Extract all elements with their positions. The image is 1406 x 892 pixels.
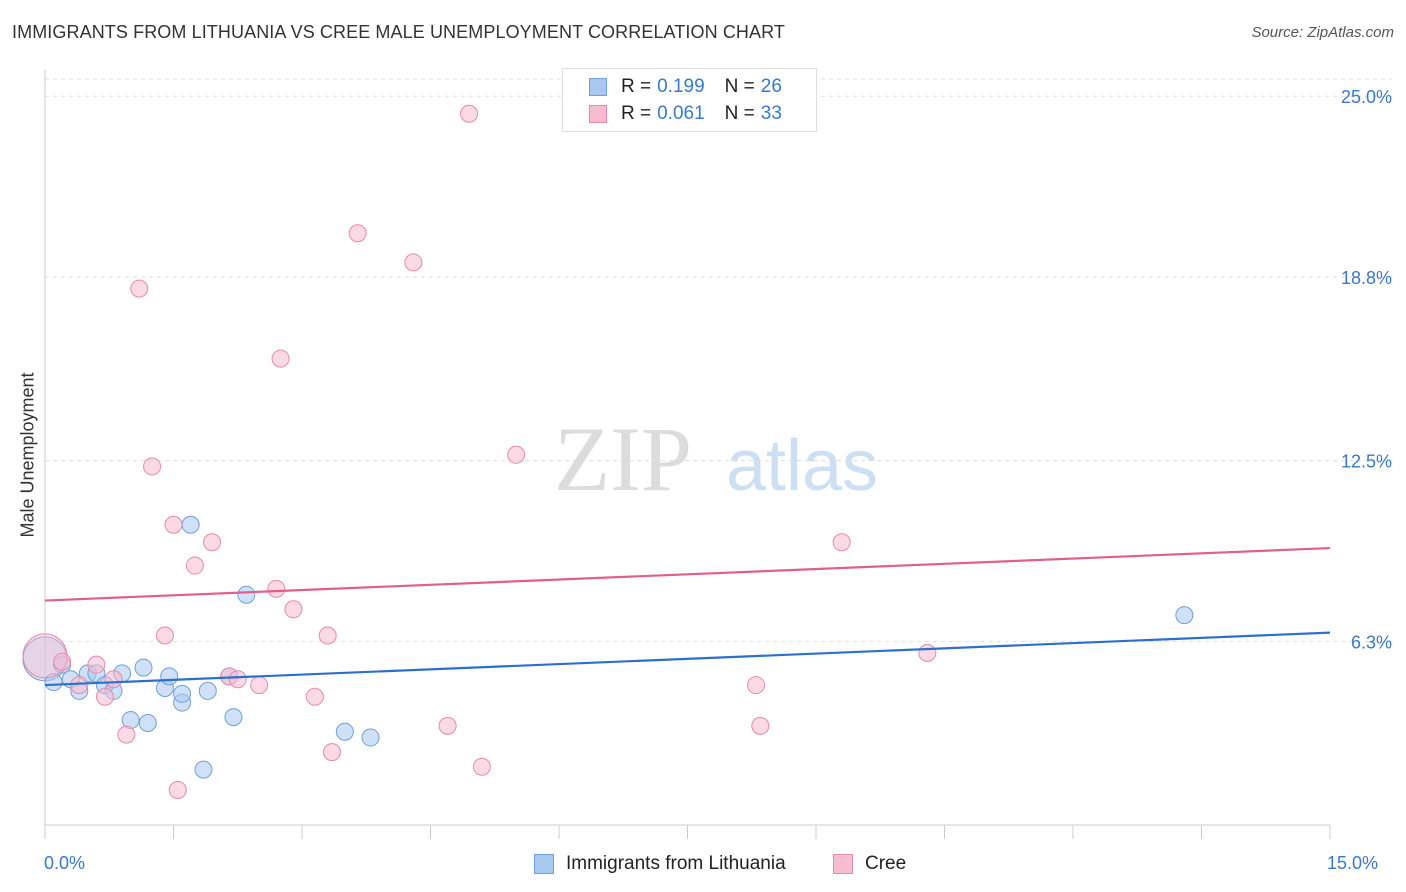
point-cree <box>95 687 114 706</box>
bottom-legend-lithuania: Immigrants from Lithuania <box>534 852 786 876</box>
legend-row-lithuania: R = 0.199 N = 26 <box>589 75 782 99</box>
data-points <box>22 104 1194 800</box>
y-tick-labels: 6.3% 12.5% 18.8% 25.0% <box>1341 87 1392 652</box>
bottom-legend-cree: Cree <box>833 852 906 876</box>
point-cree <box>228 670 247 689</box>
x-tick-label-min: 0.0% <box>44 853 86 873</box>
axes <box>44 70 1331 839</box>
point-cree <box>87 655 106 674</box>
point-cree <box>185 556 204 575</box>
legend-n-label: N = <box>724 76 755 97</box>
point-cree <box>143 457 162 476</box>
trend-lines <box>44 546 1331 687</box>
point-lithuania <box>335 722 354 741</box>
y-tick-label: 12.5% <box>1341 452 1392 472</box>
y-axis-label: Male Unemployment <box>17 372 38 538</box>
legend-n-value: 33 <box>760 103 782 124</box>
point-lithuania <box>160 667 179 686</box>
point-cree <box>155 626 174 645</box>
point-cree <box>267 579 286 598</box>
point-lithuania <box>237 585 256 604</box>
point-cree <box>130 279 149 298</box>
legend-r-label: R = <box>621 76 652 97</box>
point-cree <box>747 676 766 695</box>
legend-swatch-blue <box>589 78 607 96</box>
point-lithuania <box>224 708 243 727</box>
legend-r-value: 0.061 <box>657 103 705 124</box>
legend-r-label: R = <box>621 103 652 124</box>
source-label: Source: ZipAtlas.com <box>1251 24 1394 41</box>
point-cree <box>318 626 337 645</box>
watermark-zip: ZIP <box>554 408 692 510</box>
legend-swatch-pink <box>589 105 607 123</box>
point-cree <box>271 349 290 368</box>
point-cree <box>53 652 72 671</box>
legend-n-value: 26 <box>760 76 782 97</box>
watermark-atlas: atlas <box>726 426 878 506</box>
y-tick-label: 6.3% <box>1351 632 1392 652</box>
point-lithuania <box>173 684 192 703</box>
point-cree <box>751 716 770 735</box>
point-lithuania <box>194 760 213 779</box>
point-lithuania <box>198 681 217 700</box>
point-cree <box>404 253 423 272</box>
point-lithuania <box>134 658 153 677</box>
bottom-legend-label-cree: Cree <box>865 853 907 874</box>
point-cree <box>104 670 123 689</box>
legend-row-cree: R = 0.061 N = 33 <box>589 102 782 126</box>
correlation-legend: R = 0.199 N = 26 R = 0.061 N = 33 <box>562 68 817 132</box>
point-cree <box>460 104 479 123</box>
point-cree <box>250 676 269 695</box>
bottom-legend-swatch-blue <box>534 854 554 874</box>
grid <box>45 78 1392 642</box>
point-lithuania <box>181 515 200 534</box>
point-cree <box>348 224 367 243</box>
point-cree <box>70 676 89 695</box>
point-cree <box>164 515 183 534</box>
point-cree <box>203 533 222 552</box>
point-cree <box>918 644 937 663</box>
point-lithuania <box>1175 606 1194 625</box>
point-cree <box>117 725 136 744</box>
point-cree <box>832 533 851 552</box>
legend-n-label: N = <box>724 103 755 124</box>
point-cree <box>168 781 187 800</box>
point-cree <box>507 445 526 464</box>
trend-line-lithuania <box>44 631 1331 687</box>
point-cree <box>472 757 491 776</box>
y-tick-label: 25.0% <box>1341 87 1392 107</box>
y-tick-label: 18.8% <box>1341 268 1392 288</box>
legend-r-value: 0.199 <box>657 76 705 97</box>
x-tick-label-max: 15.0% <box>1327 853 1379 873</box>
point-cree <box>305 687 324 706</box>
chart-title: IMMIGRANTS FROM LITHUANIA VS CREE MALE U… <box>12 22 785 42</box>
bottom-legend-label-lithuania: Immigrants from Lithuania <box>566 853 786 874</box>
point-cree <box>284 600 303 619</box>
trend-line-cree <box>44 546 1331 602</box>
point-cree <box>438 716 457 735</box>
point-lithuania <box>361 728 380 747</box>
point-lithuania <box>138 713 157 732</box>
bottom-legend-swatch-pink <box>833 854 853 874</box>
point-cree <box>322 743 341 762</box>
